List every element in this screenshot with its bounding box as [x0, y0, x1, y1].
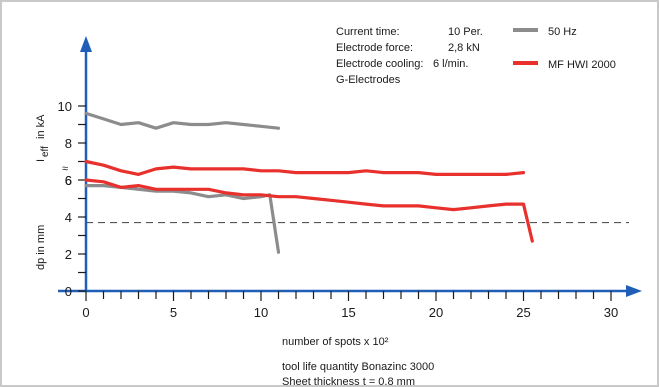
x-tick-label: 30 — [604, 305, 618, 320]
info-line1-value: 10 Per. — [448, 26, 483, 38]
x-tick-label: 25 — [516, 305, 530, 320]
info-line3-value: 6 l/min. — [433, 58, 468, 70]
series-line-0 — [84, 111, 281, 130]
y-label-upper: I eff in kA — [35, 114, 51, 162]
y-tick-label: 8 — [65, 136, 72, 151]
info-line3-label: Electrode cooling: — [336, 58, 423, 70]
y-tick-label: 4 — [65, 210, 72, 225]
x-tick-label: 5 — [170, 305, 177, 320]
info-line4: G-Electrodes — [336, 74, 401, 86]
x-tick-label: 15 — [341, 305, 355, 320]
y-label-lower: dp in mm — [35, 225, 47, 270]
y-axis-arrow — [80, 36, 92, 52]
info-line1-label: Current time: — [336, 26, 400, 38]
y-tick-label: 10 — [58, 99, 72, 114]
x-tick-label: 0 — [82, 305, 89, 320]
y-tick-label: 0 — [65, 284, 72, 299]
y-tick-label: 6 — [65, 173, 72, 188]
y-label-upper-sub: eff — [40, 146, 51, 157]
legend-label-50hz: 50 Hz — [548, 26, 577, 38]
x-tick-label: 20 — [429, 305, 443, 320]
x-axis-label: number of spots x 10² — [282, 336, 389, 348]
info-line2-label: Electrode force: — [336, 42, 413, 54]
y-label-lower-group: dp in mm — [35, 225, 47, 270]
axis-break-symbol: ≈ — [62, 163, 68, 175]
y-label-upper-unit: in kA — [35, 114, 47, 139]
footer-line2: Sheet thickness t = 0,8 mm — [282, 376, 415, 385]
y-label-upper-main: I — [35, 159, 47, 162]
info-line2-value: 2,8 kN — [448, 42, 480, 54]
x-tick-label: 10 — [254, 305, 268, 320]
x-axis-arrow — [626, 285, 642, 297]
y-tick-label: 2 — [65, 247, 72, 262]
series-line-3 — [84, 178, 534, 243]
legend-label-mf: MF HWI 2000 — [548, 59, 616, 71]
y-tick-label: 6 — [65, 173, 72, 188]
series-line-1 — [84, 159, 526, 176]
footer-line1: tool life quantity Bonazinc 3000 — [282, 361, 434, 373]
